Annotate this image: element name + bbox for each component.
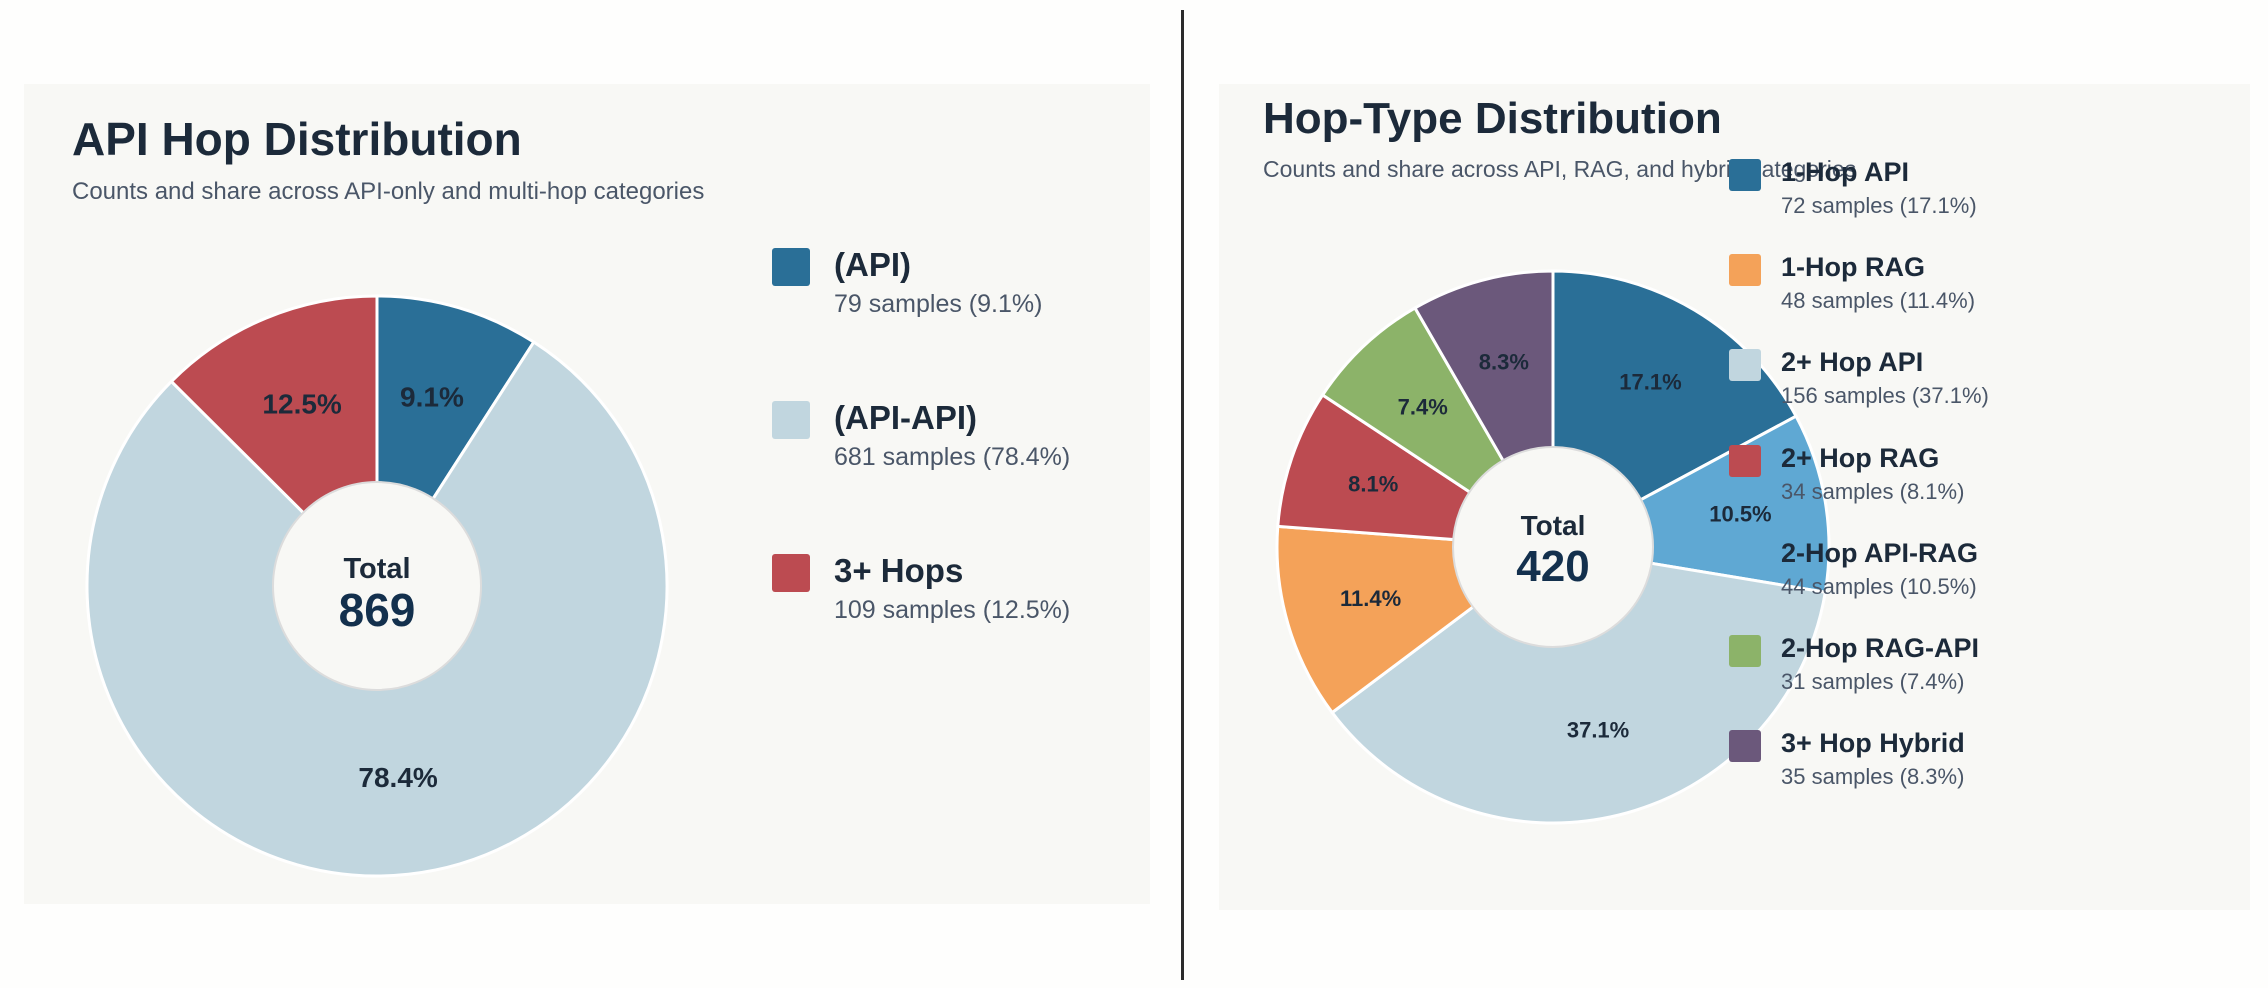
slice-percent-label: 37.1% [1567,717,1629,742]
legend-sample-count: 109 samples (12.5%) [834,596,1071,624]
chart-subtitle: Counts and share across API-only and mul… [72,178,705,205]
legend-label: 1-Hop API [1781,157,1909,187]
chart-title: Hop-Type Distribution [1263,94,1722,143]
legend-swatch [1729,159,1761,191]
legend-sample-count: 44 samples (10.5%) [1781,573,1977,599]
donut-center-hole [272,481,482,691]
legend-label: 2-Hop API-RAG [1781,537,1978,568]
legend-label: 2+ Hop API [1781,347,1924,378]
hop-type-chart-panel: Hop-Type Distribution Counts and share a… [1219,84,2250,910]
legend-label: 2-Hop RAG-API [1781,633,1979,663]
donut-slice-2-hop-api [1330,545,1827,825]
slice-percent-label: 8.3% [1479,349,1529,374]
legend-label: 3+ Hops [834,552,964,589]
slice-percent-label: 11.4% [1340,586,1401,611]
legend-swatch [1729,444,1761,477]
legend-swatch [1729,730,1761,763]
slice-percent-label: 12.5% [262,388,341,419]
chart-subtitle: Counts and share across API, RAG, and hy… [1263,156,1857,182]
center-total-value: 869 [339,584,416,636]
legend-swatch [772,401,810,439]
legend-label: 1-Hop RAG [1781,252,1925,283]
legend-sample-count: 31 samples (7.4%) [1781,669,1965,694]
slice-percent-label: 8.1% [1348,471,1398,496]
slice-percent-label: 10.5% [1709,502,1771,527]
donut-center-hole [1452,446,1654,648]
legend-swatch [1729,349,1761,382]
slice-percent-label: 7.4% [1398,395,1448,420]
legend-sample-count: 35 samples (8.3%) [1781,764,1965,790]
legend-sample-count: 79 samples (9.1%) [834,290,1043,318]
slice-percent-label: 78.4% [358,762,437,793]
legend-swatch [1729,539,1761,572]
center-total-label: Total [343,553,410,585]
legend-label: 3+ Hop Hybrid [1781,728,1965,759]
center-total-value: 420 [1516,542,1589,591]
legend-sample-count: 681 samples (78.4%) [834,443,1071,471]
legend-label: (API-API) [834,399,977,436]
legend-swatch [772,248,810,286]
legend-sample-count: 34 samples (8.1%) [1781,478,1965,504]
slice-percent-label: 17.1% [1619,370,1681,395]
legend-swatch [772,554,810,592]
legend-sample-count: 72 samples (17.1%) [1781,193,1977,218]
legend-label: (API) [834,246,911,283]
legend-sample-count: 156 samples (37.1%) [1781,383,1989,409]
legend-swatch [1729,254,1761,287]
panel-divider [1181,10,1184,980]
slice-percent-label: 9.1% [400,381,464,412]
chart-title: API Hop Distribution [72,113,522,165]
legend-sample-count: 48 samples (11.4%) [1781,288,1976,314]
legend-label: 2+ Hop RAG [1781,442,1940,473]
legend-swatch [1729,635,1761,667]
center-total-label: Total [1521,510,1586,541]
